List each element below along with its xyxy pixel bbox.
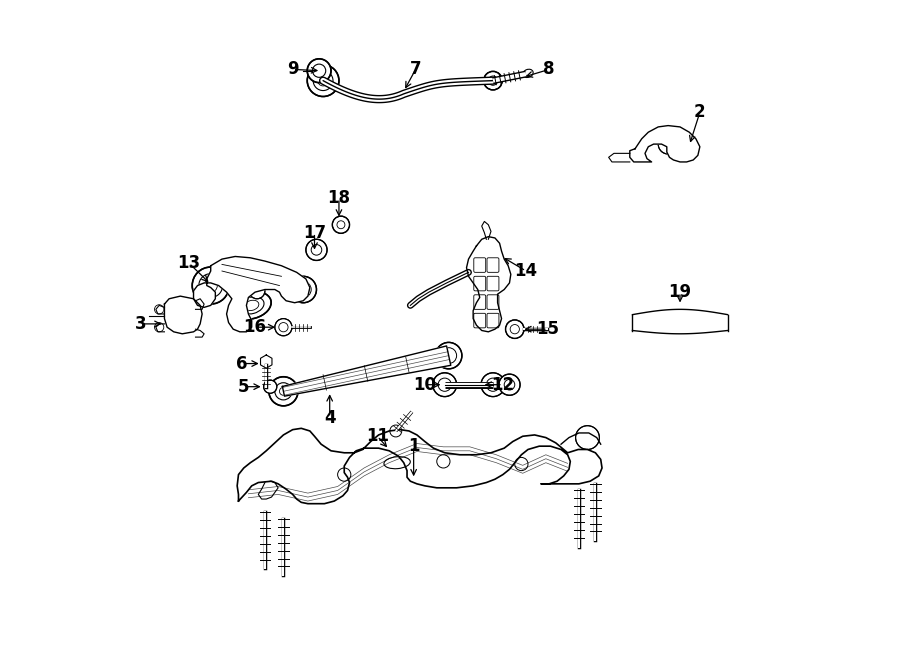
- Circle shape: [307, 65, 339, 97]
- Polygon shape: [238, 428, 602, 504]
- Circle shape: [658, 134, 678, 154]
- Circle shape: [269, 377, 298, 406]
- Circle shape: [658, 319, 665, 326]
- Text: 7: 7: [410, 60, 421, 79]
- Circle shape: [433, 373, 456, 397]
- Circle shape: [436, 342, 462, 369]
- Polygon shape: [466, 237, 511, 332]
- Text: 9: 9: [287, 60, 299, 79]
- Circle shape: [710, 319, 716, 326]
- Circle shape: [677, 319, 683, 326]
- Polygon shape: [165, 296, 202, 334]
- Polygon shape: [260, 355, 272, 368]
- Circle shape: [249, 283, 265, 299]
- Ellipse shape: [232, 292, 271, 319]
- Text: 5: 5: [238, 377, 249, 396]
- Text: 1: 1: [408, 437, 419, 455]
- Text: 3: 3: [135, 315, 147, 333]
- Circle shape: [264, 380, 277, 393]
- Circle shape: [338, 468, 351, 481]
- Circle shape: [390, 425, 401, 437]
- Circle shape: [499, 374, 520, 395]
- Text: 14: 14: [515, 262, 537, 280]
- Circle shape: [306, 239, 327, 260]
- Polygon shape: [283, 346, 451, 396]
- Circle shape: [506, 320, 524, 338]
- Text: 17: 17: [303, 223, 326, 242]
- Circle shape: [436, 455, 450, 468]
- Text: 8: 8: [544, 60, 555, 79]
- Text: 19: 19: [669, 283, 691, 301]
- Text: 12: 12: [491, 375, 515, 394]
- Text: 18: 18: [328, 189, 350, 208]
- Circle shape: [274, 319, 292, 336]
- Circle shape: [193, 267, 230, 304]
- Circle shape: [515, 457, 528, 471]
- Text: 16: 16: [244, 318, 266, 336]
- Circle shape: [290, 276, 317, 303]
- Text: 6: 6: [236, 354, 248, 373]
- Circle shape: [307, 59, 331, 83]
- Ellipse shape: [523, 69, 533, 77]
- Polygon shape: [630, 126, 700, 162]
- Ellipse shape: [384, 457, 410, 469]
- Circle shape: [695, 319, 702, 326]
- Text: 10: 10: [413, 375, 436, 394]
- Text: 13: 13: [177, 254, 201, 272]
- Circle shape: [576, 426, 599, 449]
- Text: 2: 2: [694, 103, 706, 122]
- Text: 15: 15: [536, 320, 559, 338]
- Circle shape: [482, 373, 505, 397]
- Circle shape: [166, 300, 198, 332]
- Text: 11: 11: [365, 427, 389, 446]
- Text: 4: 4: [324, 408, 336, 427]
- Circle shape: [483, 71, 502, 90]
- Circle shape: [644, 319, 651, 326]
- Polygon shape: [194, 256, 310, 332]
- Circle shape: [332, 216, 349, 233]
